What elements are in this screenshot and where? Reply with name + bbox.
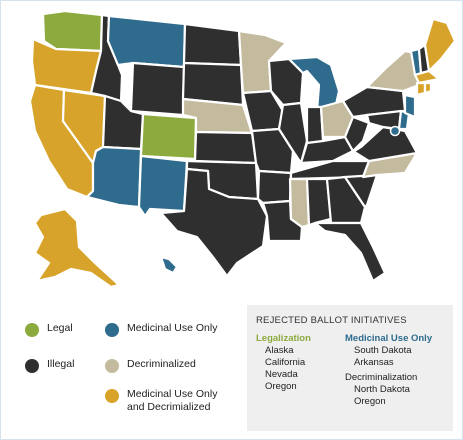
legend-swatch-decriminalized (105, 359, 119, 373)
state-ak (33, 207, 121, 289)
legend-swatch-illegal (25, 359, 39, 373)
state-nd (182, 22, 243, 67)
legalization-state: Nevada (265, 369, 298, 380)
state-ma (413, 69, 441, 85)
legalization-column: Legalization Alaska California Nevada Or… (256, 333, 311, 393)
legend-label-medicinal: Medicinal Use Only (127, 322, 218, 334)
legend-item-medicinal-decriminalized: Medicinal Use Only and Decrimialized (105, 388, 235, 414)
legend-item-decriminalized: Decriminalized (105, 358, 196, 373)
state-co (139, 112, 198, 161)
state-mt (106, 14, 187, 69)
legalization-heading: Legalization (256, 333, 311, 344)
state-va (343, 125, 419, 163)
legend-swatch-medicinal-decriminalized (105, 389, 119, 403)
us-map (28, 9, 457, 289)
state-ga (325, 175, 367, 225)
state-ks (193, 130, 258, 165)
state-ar (256, 169, 293, 205)
legalization-state: Alaska (265, 345, 294, 356)
decriminalization-heading: Decriminalization (345, 372, 418, 383)
state-ms (288, 177, 311, 229)
rejected-ballot-panel: REJECTED BALLOT INITIATIVES Legalization… (247, 305, 453, 431)
legend-swatch-legal (25, 323, 39, 337)
panel-title: REJECTED BALLOT INITIATIVES (256, 315, 407, 326)
state-hi (159, 255, 179, 275)
state-fl (313, 221, 387, 283)
state-me (423, 17, 457, 73)
map-legend: Legal Medicinal Use Only Illegal Decrimi… (25, 319, 240, 419)
state-sd (181, 61, 245, 107)
state-dc-marker (389, 125, 401, 137)
legend-item-illegal: Illegal (25, 358, 74, 373)
legalization-state: Oregon (265, 381, 297, 392)
legend-item-legal: Legal (25, 322, 73, 337)
decriminalization-state: North Dakota (354, 384, 410, 395)
legend-label-decriminalized: Decriminalized (127, 358, 196, 370)
state-nj (403, 93, 417, 119)
state-ct (415, 81, 427, 97)
state-nm (137, 154, 189, 218)
state-az (85, 145, 143, 209)
legend-label-legal: Legal (47, 322, 73, 334)
state-ri (423, 81, 433, 95)
decriminalization-state: Oregon (354, 396, 386, 407)
legend-swatch-medicinal (105, 323, 119, 337)
legend-item-medicinal: Medicinal Use Only (105, 322, 217, 337)
state-nc (361, 151, 419, 179)
state-wv (343, 115, 371, 153)
legend-label-illegal: Illegal (47, 358, 75, 370)
state-wa (41, 9, 104, 53)
medicinal-column: Medicinal Use Only South Dakota Arkansas… (345, 333, 432, 408)
state-al (305, 177, 333, 227)
medicinal-heading: Medicinal Use Only (345, 333, 433, 344)
legalization-state: California (265, 357, 306, 368)
medicinal-state: Arkansas (354, 357, 394, 368)
state-tx (159, 167, 269, 278)
state-wy (129, 61, 186, 117)
legend-label-medicinal-decriminalized: Medicinal Use Only and Decrimialized (127, 388, 218, 413)
medicinal-state: South Dakota (354, 345, 412, 356)
